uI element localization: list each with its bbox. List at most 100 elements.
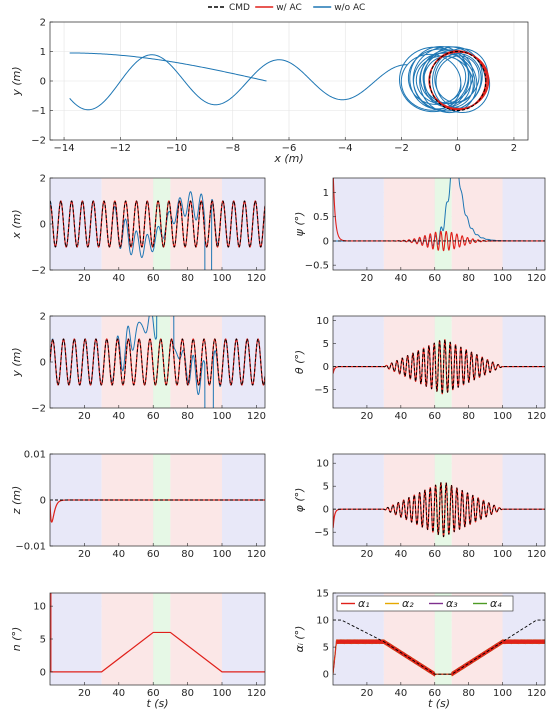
phase-band-blue: [50, 593, 102, 685]
y-axis-label: θ (°): [293, 350, 306, 374]
y-tick-label: 0: [323, 236, 329, 247]
plot-content: [50, 316, 265, 408]
x-tick-label: 60: [428, 688, 441, 699]
plot-content: [50, 178, 265, 270]
y-tick-label: 5: [323, 339, 329, 350]
plot-content: [333, 316, 545, 408]
x-tick-label: 0: [455, 143, 461, 154]
y-tick-label: 0: [40, 220, 46, 231]
phase-band-red: [451, 178, 503, 270]
y-tick-label: −0.01: [15, 542, 46, 553]
x-axis-label: t (s): [146, 697, 168, 710]
phase-band-red: [101, 178, 154, 270]
axes-box: [332, 453, 546, 547]
y-axis-label: n (°): [10, 627, 23, 652]
x-tick-label: 2: [511, 143, 517, 154]
y-tick-label: 10: [316, 459, 329, 470]
series-w-o-ac: [69, 52, 267, 82]
plot-content: [50, 593, 265, 685]
phase-band-red: [383, 178, 435, 270]
x-tick-label: 60: [147, 273, 160, 284]
x-axis-label: t (s): [428, 697, 450, 710]
x-tick-label: 100: [493, 549, 512, 560]
legend-box: [336, 595, 514, 612]
y-tick-label: −1: [31, 106, 46, 117]
x-tick-label: 20: [78, 549, 91, 560]
series-cmd: [50, 338, 265, 386]
x-tick-label: 80: [462, 688, 475, 699]
x-tick-label: 40: [394, 688, 407, 699]
y-tick-label: 10: [316, 616, 329, 627]
x-tick-label: 60: [428, 273, 441, 284]
x-tick-label: 100: [493, 273, 512, 284]
plot-content: [69, 46, 491, 114]
alpha-legend: α₁ α₂ α₃ α₄: [336, 595, 514, 612]
legend-label: α₂: [402, 597, 414, 610]
y-tick-label: 2: [40, 312, 46, 323]
x-tick-label: 20: [78, 688, 91, 699]
phase-band-blue: [222, 593, 265, 685]
x-tick-label: 40: [394, 273, 407, 284]
y-tick-label: −5: [314, 385, 329, 396]
x-tick-label: 100: [212, 549, 231, 560]
y-axis-label: φ (°): [293, 488, 306, 513]
x-tick-label: 40: [394, 411, 407, 422]
series-cmd: [50, 200, 265, 248]
legend-label: α₄: [490, 597, 502, 610]
x-tick-label: 120: [247, 549, 266, 560]
x-tick-label: 100: [212, 411, 231, 422]
x-tick-label: −6: [282, 143, 297, 154]
phase-band-blue: [333, 178, 384, 270]
x-tick-label: 120: [527, 273, 546, 284]
axes-box: [332, 592, 546, 686]
y-axis-label: x (m): [10, 209, 23, 239]
legend-entry: CMD: [208, 3, 250, 13]
y-axis-label: ψ (°): [293, 212, 306, 237]
subplot-z_t: 20 40 60 80 100 120 −0.01 0 0.01 z (m): [10, 450, 266, 561]
y-axis-label: z (m): [10, 486, 23, 516]
plot-content: [333, 178, 545, 270]
phase-band-blue: [502, 454, 545, 546]
y-tick-label: 0: [40, 77, 46, 88]
x-tick-label: 120: [247, 688, 266, 699]
legend-entry: w/o AC: [313, 3, 365, 13]
x-tick-label: 20: [361, 688, 374, 699]
y-tick-label: 0.5: [313, 212, 329, 223]
legend-entry: w/ AC: [255, 3, 302, 13]
x-tick-label: 80: [181, 688, 194, 699]
x-tick-label: 20: [361, 549, 374, 560]
x-tick-label: 120: [527, 549, 546, 560]
y-tick-label: 0: [323, 362, 329, 373]
y-tick-label: −5: [314, 528, 329, 539]
x-tick-label: 80: [181, 411, 194, 422]
x-tick-label: −8: [225, 143, 240, 154]
subplot-y_t: 20 40 60 80 100 120 −2 0 2 y (m): [10, 312, 266, 423]
y-tick-label: 0.01: [24, 450, 46, 461]
x-tick-label: 120: [527, 411, 546, 422]
y-tick-label: 0: [40, 358, 46, 369]
axes-box: [332, 315, 546, 409]
series-w-o-ac: [399, 46, 491, 114]
y-tick-label: 1: [323, 188, 329, 199]
series-cmd: [333, 339, 545, 395]
y-tick-label: −2: [31, 136, 46, 147]
series-cmd: [333, 482, 545, 538]
y-tick-label: 0: [40, 667, 46, 678]
legend-label: α₁: [358, 597, 370, 610]
x-tick-label: 80: [181, 273, 194, 284]
x-tick-label: 60: [147, 688, 160, 699]
y-axis-label: y (m): [10, 66, 23, 96]
y-axis-label: αᵢ (°): [293, 626, 306, 653]
x-tick-label: 40: [112, 411, 125, 422]
y-axis-label: y (m): [10, 347, 23, 377]
x-tick-label: −12: [110, 143, 131, 154]
x-tick-label: 120: [247, 411, 266, 422]
axes-box: [332, 177, 546, 271]
y-tick-label: 10: [33, 602, 46, 613]
x-tick-label: 60: [147, 411, 160, 422]
x-tick-label: −14: [54, 143, 75, 154]
legend-label: w/o AC: [334, 3, 365, 13]
x-tick-label: 120: [527, 688, 546, 699]
legend-label: w/ AC: [276, 3, 302, 13]
